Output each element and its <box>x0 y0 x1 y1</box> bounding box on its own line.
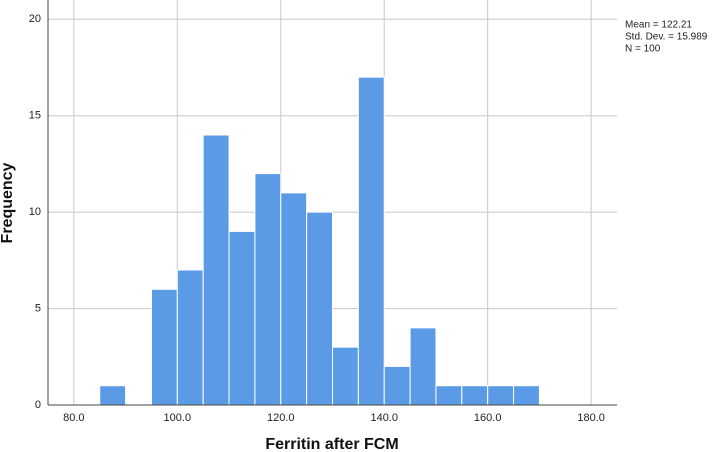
stats-annotation: N = 100 <box>625 44 661 55</box>
bar <box>461 385 489 406</box>
bar <box>357 76 385 406</box>
bar <box>176 269 204 406</box>
y-tick-label: 15 <box>29 110 41 122</box>
bar <box>306 211 333 406</box>
x-tick-label: 160.0 <box>474 412 502 424</box>
bar <box>99 385 127 406</box>
x-tick-label: 100.0 <box>164 412 192 424</box>
y-tick-label: 0 <box>35 399 41 411</box>
y-tick-label: 5 <box>35 302 41 314</box>
bar <box>280 192 308 406</box>
bar <box>435 385 463 406</box>
bar <box>409 327 437 406</box>
y-tick-label: 20 <box>29 13 41 25</box>
stats-annotation: Std. Dev. = 15.989 <box>625 32 708 43</box>
bar <box>150 288 178 406</box>
bar <box>202 134 230 406</box>
x-tick-label: 180.0 <box>577 412 605 424</box>
y-axis-title: Frequency <box>0 162 16 243</box>
bar <box>228 230 256 406</box>
stats-annotation: Mean = 122.21 <box>625 20 692 31</box>
x-tick-label: 120.0 <box>267 412 295 424</box>
y-tick-label: 10 <box>29 206 41 218</box>
bar <box>487 385 515 406</box>
bar <box>513 385 540 406</box>
x-tick-label: 140.0 <box>370 412 398 424</box>
x-axis-title: Ferritin after FCM <box>265 436 398 452</box>
bar <box>254 173 282 406</box>
bar <box>332 346 359 406</box>
x-tick-label: 80.0 <box>63 412 84 424</box>
bar <box>383 365 411 406</box>
